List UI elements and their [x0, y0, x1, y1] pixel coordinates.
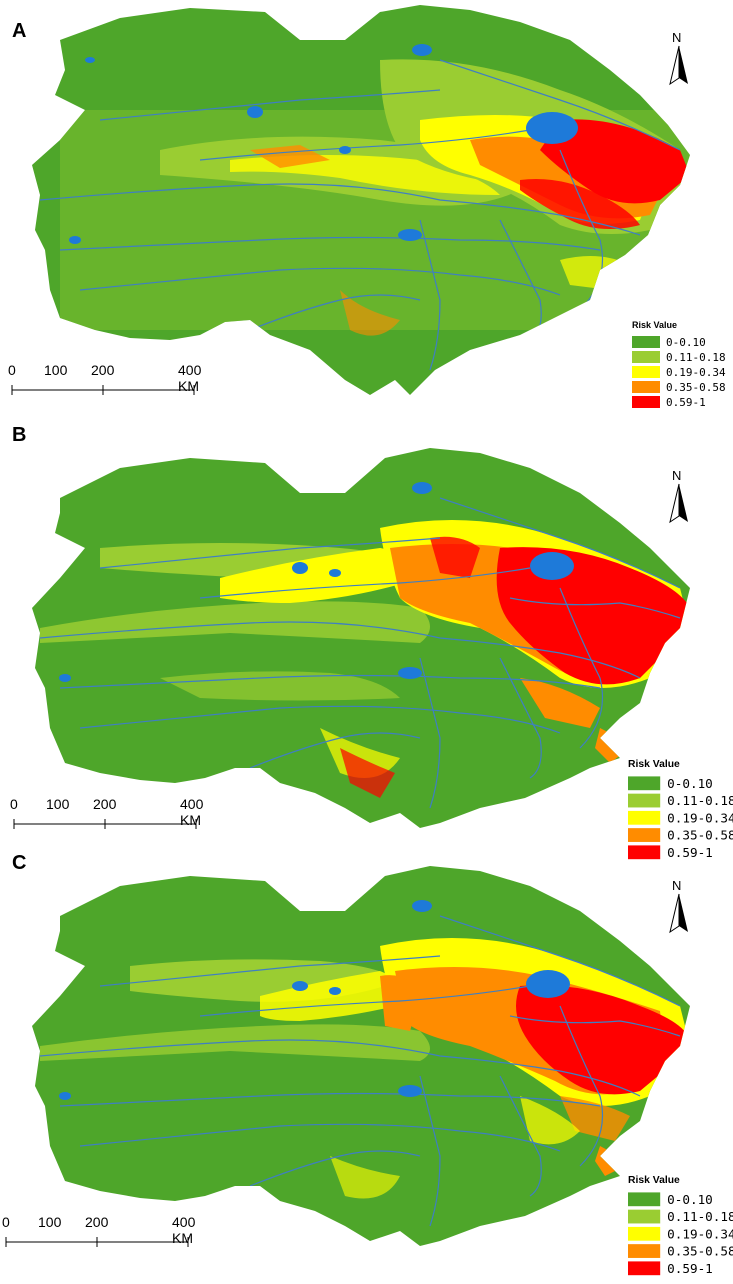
scale-label: 0: [8, 362, 16, 378]
panel-letter: B: [12, 424, 27, 446]
scale-bar: 0 100 200 400 KM: [2, 1214, 204, 1254]
legend-label: 0.59-1: [666, 395, 706, 409]
legend-swatch: [628, 828, 661, 842]
north-label: N: [672, 878, 682, 893]
scale-label: 100: [44, 362, 68, 378]
risk-map: [32, 5, 690, 395]
panel-letter: A: [12, 20, 27, 42]
scale-label: 100: [38, 1214, 62, 1230]
panel-c: C N Risk Value 0-0.10 0.11-0.18 0.19-0.3…: [0, 852, 733, 1284]
legend-swatch: [628, 1209, 661, 1224]
legend-swatch: [628, 1192, 661, 1207]
scale-line: [5, 1237, 189, 1247]
legend-label: 0.59-1: [667, 1260, 713, 1276]
north-arrow: N: [664, 468, 694, 524]
legend-title: Risk Value: [632, 320, 678, 330]
scale-line: [11, 385, 195, 395]
legend-label: 0.35-0.58: [666, 380, 726, 394]
legend-item: 0-0.10: [628, 1191, 733, 1207]
scale-line: [13, 819, 197, 829]
scale-label: 200: [93, 796, 117, 812]
panel-letter: C: [12, 852, 27, 874]
legend-item: 0.59-1: [628, 844, 733, 860]
scale-bar: 0 100 200 400 KM: [10, 796, 212, 836]
scale-label: 0: [2, 1214, 10, 1230]
panel-a: A N Risk Value 0-0.10 0.11-0.18 0.19-0.3…: [0, 0, 733, 428]
legend-title: Risk Value: [628, 758, 680, 770]
legend-label: 0.35-0.58: [667, 1243, 733, 1259]
legend-item: 0.59-1: [628, 1260, 733, 1276]
scale-label: 100: [46, 796, 70, 812]
scale-label: 200: [91, 362, 115, 378]
legend-label: 0.59-1: [667, 844, 713, 860]
legend-item: 0-0.10: [632, 335, 732, 349]
legend-label: 0.35-0.58: [667, 827, 733, 843]
risk-map: [32, 448, 690, 828]
legend-swatch: [628, 810, 661, 825]
north-arrow: N: [664, 878, 694, 934]
legend-swatch: [628, 776, 661, 791]
legend-label: 0.19-0.34: [667, 1226, 733, 1242]
legend-label: 0.19-0.34: [666, 365, 726, 379]
scale-label: 200: [85, 1214, 109, 1230]
legend: Risk Value 0-0.10 0.11-0.18 0.19-0.34 0.…: [628, 758, 733, 862]
legend-item: 0.19-0.34: [632, 365, 732, 379]
legend-swatch: [628, 1244, 661, 1258]
legend-item: 0.11-0.18: [628, 1209, 733, 1225]
legend-swatch: [628, 845, 661, 860]
legend-item: 0.11-0.18: [632, 350, 732, 364]
legend-item: 0-0.10: [628, 775, 733, 791]
legend-item: 0.11-0.18: [628, 793, 733, 809]
legend-label: 0.11-0.18: [667, 1209, 733, 1225]
north-arrow-icon: [669, 893, 688, 934]
legend-label: 0.11-0.18: [667, 793, 733, 809]
north-arrow-icon: [669, 45, 688, 86]
legend-swatch: [632, 396, 660, 408]
legend: Risk Value 0-0.10 0.11-0.18 0.19-0.34 0.…: [632, 320, 732, 410]
north-label: N: [672, 30, 682, 45]
legend-label: 0.19-0.34: [667, 810, 733, 826]
north-arrow-icon: [669, 483, 688, 524]
scale-label: 0: [10, 796, 18, 812]
legend-item: 0.35-0.58: [632, 380, 732, 394]
legend-swatch: [632, 366, 660, 378]
legend-label: 0-0.10: [667, 775, 713, 791]
legend-swatch: [628, 1226, 661, 1241]
legend-swatch: [628, 793, 661, 808]
legend-label: 0-0.10: [667, 1191, 713, 1207]
legend-item: 0.19-0.34: [628, 810, 733, 826]
north-arrow: N: [664, 30, 694, 86]
legend-item: 0.19-0.34: [628, 1226, 733, 1242]
legend-item: 0.35-0.58: [628, 1243, 733, 1259]
legend-swatch: [632, 381, 660, 393]
legend-swatch: [628, 1261, 661, 1276]
legend-swatch: [632, 336, 660, 348]
legend-label: 0.11-0.18: [666, 350, 726, 364]
risk-map: [32, 866, 690, 1246]
legend-title: Risk Value: [628, 1174, 680, 1186]
legend-item: 0.35-0.58: [628, 827, 733, 843]
legend-swatch: [632, 351, 660, 363]
north-label: N: [672, 468, 682, 483]
legend-label: 0-0.10: [666, 335, 706, 349]
scale-bar: 0 100 200 400 KM: [8, 362, 210, 402]
legend: Risk Value 0-0.10 0.11-0.18 0.19-0.34 0.…: [628, 1174, 733, 1278]
panel-b: B N Risk Value 0-0.10 0.11-0.18 0.19-0.3…: [0, 424, 733, 860]
legend-item: 0.59-1: [632, 395, 732, 409]
